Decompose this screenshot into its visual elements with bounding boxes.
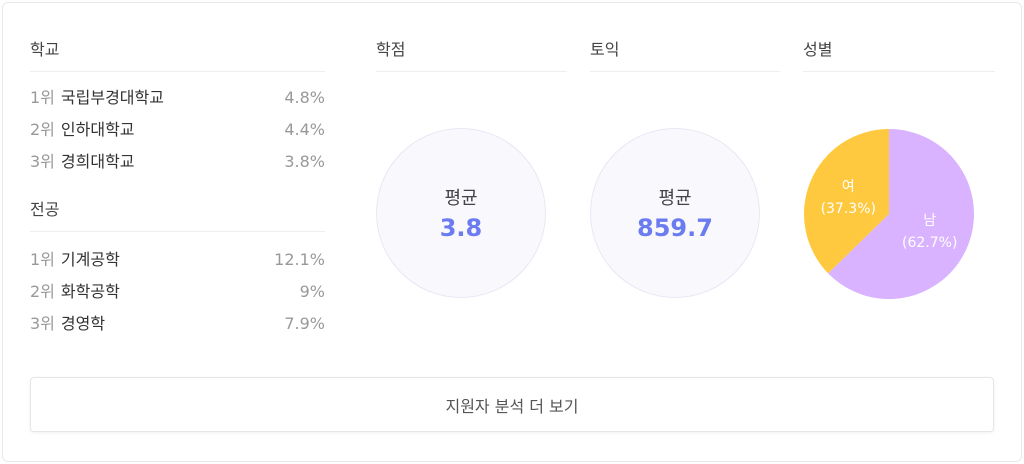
major-rank-item: 1위 기계공학 12.1%	[30, 244, 325, 276]
school-rank-item: 2위 인하대학교 4.4%	[30, 114, 325, 146]
gender-pie-chart: 남 (62.7%) 여 (37.3%)	[804, 129, 974, 299]
pie-label: 여	[842, 179, 855, 195]
rank-label: 3위	[30, 314, 55, 333]
gpa-average-label: 평균	[444, 188, 478, 209]
school-title: 학교	[30, 0, 325, 72]
school-percent: 4.8%	[284, 88, 325, 107]
school-section: 학교 1위 국립부경대학교 4.8% 2위 인하대학교 4.4% 3위 경희대학교 3.8% 전…	[30, 0, 325, 340]
pie-label: 남	[923, 213, 936, 229]
gpa-average-value: 3.8	[439, 214, 483, 242]
toeic-section: 토익	[590, 0, 780, 72]
major-rank-entry: 3위 경영학	[30, 308, 105, 340]
pie-percent: (37.3%)	[821, 201, 876, 217]
rank-label: 2위	[30, 120, 55, 139]
pie-slice-male	[828, 129, 974, 299]
major-percent: 12.1%	[274, 250, 325, 269]
major-rank-item: 2위 화학공학 9%	[30, 276, 325, 308]
major-name: 화학공학	[60, 282, 120, 301]
school-rank-item: 3위 경희대학교 3.8%	[30, 146, 325, 178]
rank-label: 1위	[30, 88, 55, 107]
rank-label: 3위	[30, 152, 55, 171]
rank-label: 2위	[30, 282, 55, 301]
school-rank-item: 1위 국립부경대학교 4.8%	[30, 82, 325, 114]
school-list: 1위 국립부경대학교 4.8% 2위 인하대학교 4.4% 3위 경희대학교 3.8%	[30, 72, 325, 178]
pie-slice-female	[804, 129, 889, 274]
major-rank-entry: 2위 화학공학	[30, 276, 120, 308]
school-rank-entry: 2위 인하대학교	[30, 114, 135, 146]
school-rank-entry: 3위 경희대학교	[30, 146, 135, 178]
gpa-section: 학점	[376, 0, 567, 72]
school-name: 인하대학교	[60, 120, 135, 139]
toeic-average-circle: 평균 859.7	[590, 128, 760, 298]
gender-section: 성별	[803, 0, 995, 72]
major-title: 전공	[30, 178, 325, 232]
major-name: 기계공학	[60, 250, 120, 269]
gpa-title: 학점	[376, 0, 567, 72]
major-percent: 7.9%	[284, 314, 325, 333]
school-name: 경희대학교	[60, 152, 135, 171]
major-rank-entry: 1위 기계공학	[30, 244, 120, 276]
toeic-average-label: 평균	[658, 188, 692, 209]
more-analysis-button[interactable]: 지원자 분석 더 보기	[30, 377, 994, 432]
pie-percent: (62.7%)	[902, 235, 957, 251]
major-list: 1위 기계공학 12.1% 2위 화학공학 9% 3위 경영학 7.9%	[30, 232, 325, 340]
school-name: 국립부경대학교	[60, 88, 164, 107]
gpa-average-circle: 평균 3.8	[376, 128, 546, 298]
school-percent: 4.4%	[284, 120, 325, 139]
gender-title: 성별	[803, 0, 995, 72]
rank-label: 1위	[30, 250, 55, 269]
major-name: 경영학	[60, 314, 106, 333]
toeic-average-value: 859.7	[637, 214, 713, 242]
school-rank-entry: 1위 국립부경대학교	[30, 82, 164, 114]
major-rank-item: 3위 경영학 7.9%	[30, 308, 325, 340]
toeic-title: 토익	[590, 0, 780, 72]
school-percent: 3.8%	[284, 152, 325, 171]
major-percent: 9%	[299, 282, 325, 301]
